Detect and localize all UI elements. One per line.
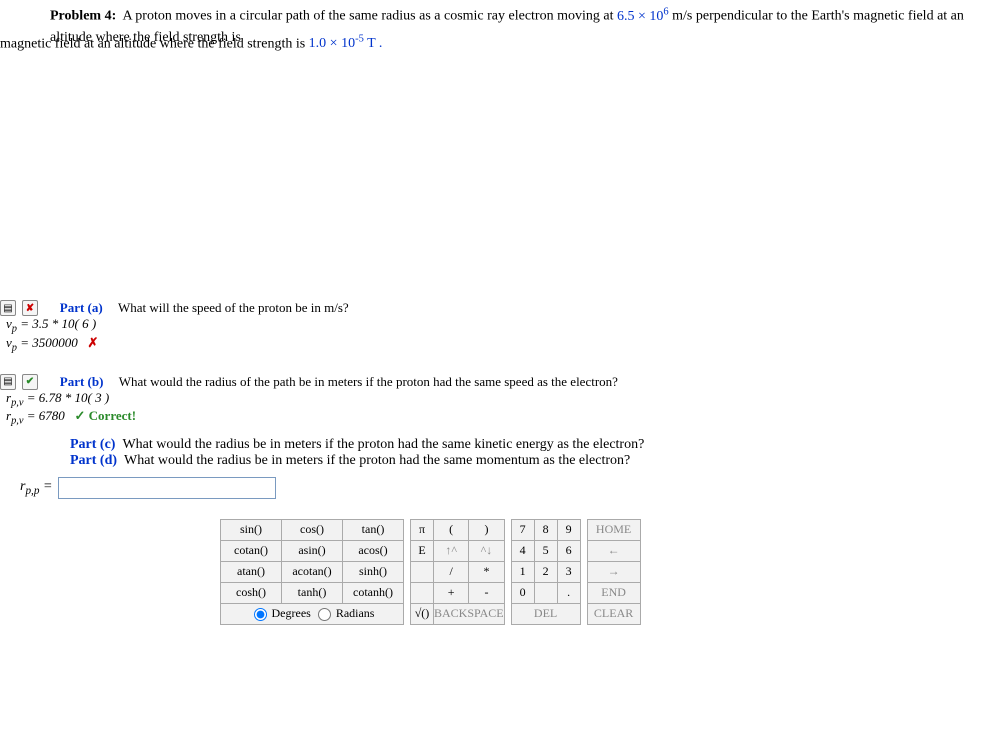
sup-up-button[interactable]: ↑^ bbox=[434, 540, 469, 561]
key-4[interactable]: 4 bbox=[511, 540, 534, 561]
part-b: ▤ ✔ Part (b) What would the radius of th… bbox=[0, 374, 1002, 427]
blank2-button[interactable] bbox=[411, 582, 434, 603]
symbol-keys: π ( ) E ↑^ ^↓ / * + - √() BACKSPACE bbox=[410, 519, 505, 625]
part-d-question: What would the radius be in meters if th… bbox=[124, 453, 630, 468]
electron-speed: 6.5 × 106 bbox=[617, 9, 672, 24]
part-b-attempt1: rp,v = 6.78 * 10( 3 ) bbox=[6, 390, 1002, 409]
problem-text-1: A proton moves in a circular path of the… bbox=[122, 9, 617, 24]
correct-mark: ✓ bbox=[75, 408, 86, 423]
left-button[interactable]: ← bbox=[587, 540, 640, 561]
part-b-label: Part (b) bbox=[60, 374, 104, 390]
cosh-button[interactable]: cosh() bbox=[221, 582, 282, 603]
part-d: Part (d) What would the radius be in met… bbox=[70, 453, 1002, 469]
key-8[interactable]: 8 bbox=[534, 519, 557, 540]
home-button[interactable]: HOME bbox=[587, 519, 640, 540]
problem-label: Problem 4: bbox=[50, 9, 116, 24]
part-a-attempt1: vp = 3.5 * 10( 6 ) bbox=[6, 316, 1002, 335]
degrees-radio[interactable]: Degrees bbox=[250, 606, 311, 620]
part-c: Part (c) What would the radius be in met… bbox=[70, 437, 1002, 453]
acos-button[interactable]: acos() bbox=[343, 540, 404, 561]
key-9[interactable]: 9 bbox=[557, 519, 580, 540]
part-b-question: What would the radius of the path be in … bbox=[119, 374, 618, 390]
sinh-button[interactable]: sinh() bbox=[343, 561, 404, 582]
key-7[interactable]: 7 bbox=[511, 519, 534, 540]
problem-line2: magnetic field at an altitude where the … bbox=[0, 32, 1002, 55]
cotan-button[interactable]: cotan() bbox=[221, 540, 282, 561]
cotanh-button[interactable]: cotanh() bbox=[343, 582, 404, 603]
divide-button[interactable]: / bbox=[434, 561, 469, 582]
correct-icon: ✔ bbox=[22, 374, 38, 390]
part-d-label: Part (d) bbox=[70, 453, 117, 468]
sup-down-button[interactable]: ^↓ bbox=[469, 540, 504, 561]
key-2[interactable]: 2 bbox=[534, 561, 557, 582]
part-c-label: Part (c) bbox=[70, 437, 115, 452]
key-5[interactable]: 5 bbox=[534, 540, 557, 561]
number-keys: 7 8 9 4 5 6 1 2 3 0 . DEL bbox=[511, 519, 581, 625]
keypad: sin() cos() tan() cotan() asin() acos() … bbox=[220, 519, 1002, 625]
control-keys: HOME ← → END CLEAR bbox=[587, 519, 641, 625]
e-button[interactable]: E bbox=[411, 540, 434, 561]
asin-button[interactable]: asin() bbox=[282, 540, 343, 561]
cos-button[interactable]: cos() bbox=[282, 519, 343, 540]
sin-button[interactable]: sin() bbox=[221, 519, 282, 540]
function-keys: sin() cos() tan() cotan() asin() acos() … bbox=[220, 519, 404, 625]
lparen-button[interactable]: ( bbox=[434, 519, 469, 540]
part-a: ▤ ✘ Part (a) What will the speed of the … bbox=[0, 300, 1002, 353]
sqrt-button[interactable]: √() bbox=[411, 603, 434, 624]
answer-row: rp,p = bbox=[20, 477, 1002, 499]
correct-text: Correct! bbox=[89, 408, 136, 423]
tan-button[interactable]: tan() bbox=[343, 519, 404, 540]
key-1[interactable]: 1 bbox=[511, 561, 534, 582]
right-button[interactable]: → bbox=[587, 561, 640, 582]
angle-mode: Degrees Radians bbox=[221, 603, 404, 624]
part-a-label: Part (a) bbox=[60, 300, 103, 316]
radians-radio[interactable]: Radians bbox=[314, 606, 375, 620]
key-0[interactable]: 0 bbox=[511, 582, 534, 603]
part-a-attempt2: vp = 3500000 ✗ bbox=[6, 335, 1002, 354]
tanh-button[interactable]: tanh() bbox=[282, 582, 343, 603]
atan-button[interactable]: atan() bbox=[221, 561, 282, 582]
key-6[interactable]: 6 bbox=[557, 540, 580, 561]
rparen-button[interactable]: ) bbox=[469, 519, 504, 540]
minus-button[interactable]: - bbox=[469, 582, 504, 603]
part-a-question: What will the speed of the proton be in … bbox=[118, 300, 349, 316]
end-button[interactable]: END bbox=[587, 582, 640, 603]
backspace-button[interactable]: BACKSPACE bbox=[434, 603, 505, 624]
multiply-button[interactable]: * bbox=[469, 561, 504, 582]
blank-button[interactable] bbox=[411, 561, 434, 582]
acotan-button[interactable]: acotan() bbox=[282, 561, 343, 582]
part-c-question: What would the radius be in meters if th… bbox=[122, 437, 644, 452]
collapse-icon[interactable]: ▤ bbox=[0, 374, 16, 390]
wrong-mark: ✗ bbox=[88, 335, 99, 350]
answer-input[interactable] bbox=[58, 477, 276, 499]
wrong-icon: ✘ bbox=[22, 300, 38, 316]
key-dot[interactable]: . bbox=[557, 582, 580, 603]
key-3[interactable]: 3 bbox=[557, 561, 580, 582]
del-button[interactable]: DEL bbox=[511, 603, 580, 624]
plus-button[interactable]: + bbox=[434, 582, 469, 603]
part-b-attempt2: rp,v = 6780 ✓ Correct! bbox=[6, 408, 1002, 427]
pi-button[interactable]: π bbox=[411, 519, 434, 540]
key-blank[interactable] bbox=[534, 582, 557, 603]
clear-button[interactable]: CLEAR bbox=[587, 603, 640, 624]
collapse-icon[interactable]: ▤ bbox=[0, 300, 16, 316]
